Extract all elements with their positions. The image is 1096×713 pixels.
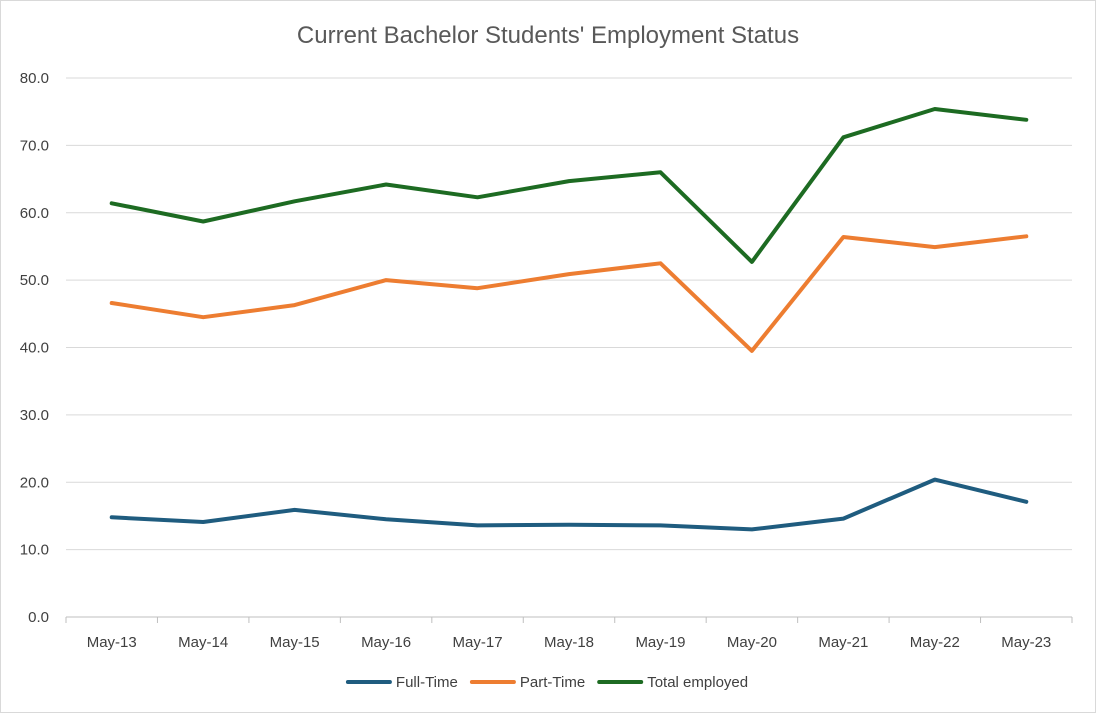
x-tick-label: May-13 [87, 634, 137, 651]
legend-label: Full-Time [396, 674, 458, 691]
x-tick-label: May-14 [178, 634, 228, 651]
y-tick-label: 70.0 [20, 137, 49, 154]
series-line-full-time[interactable] [109, 477, 1029, 532]
y-tick-label: 30.0 [20, 407, 49, 424]
y-tick-label: 20.0 [20, 474, 49, 491]
legend-item[interactable]: Part-Time [469, 674, 585, 691]
y-tick-label: 10.0 [20, 542, 49, 559]
x-tick-label: May-20 [727, 634, 777, 651]
legend[interactable]: Full-Time Part-Time Total employed [345, 674, 748, 691]
x-tick-label: May-22 [910, 634, 960, 651]
legend-label: Part-Time [520, 674, 585, 691]
x-tick-label: May-18 [544, 634, 594, 651]
y-tick-label: 60.0 [20, 205, 49, 222]
chart-title: Current Bachelor Students' Employment St… [297, 22, 799, 49]
series-line-part-time[interactable] [109, 234, 1029, 353]
legend-item[interactable]: Total employed [597, 674, 748, 691]
y-tick-label: 50.0 [20, 272, 49, 289]
x-tick-label: May-15 [270, 634, 320, 651]
series-line-total-employed[interactable] [109, 107, 1029, 264]
series-lines [109, 107, 1029, 532]
x-tick-label: May-19 [635, 634, 685, 651]
y-tick-label: 0.0 [28, 609, 49, 626]
y-tick-label: 80.0 [20, 70, 49, 87]
x-tick-label: May-17 [453, 634, 503, 651]
x-tick-label: May-21 [818, 634, 868, 651]
y-tick-label: 40.0 [20, 340, 49, 357]
x-tick-label: May-23 [1001, 634, 1051, 651]
legend-label: Total employed [647, 674, 748, 691]
x-tick-label: May-16 [361, 634, 411, 651]
legend-item[interactable]: Full-Time [345, 674, 458, 691]
axes: 0.0 10.0 20.0 30.0 40.0 50.0 60.0 70.0 80.0 May-1… [20, 70, 1073, 651]
